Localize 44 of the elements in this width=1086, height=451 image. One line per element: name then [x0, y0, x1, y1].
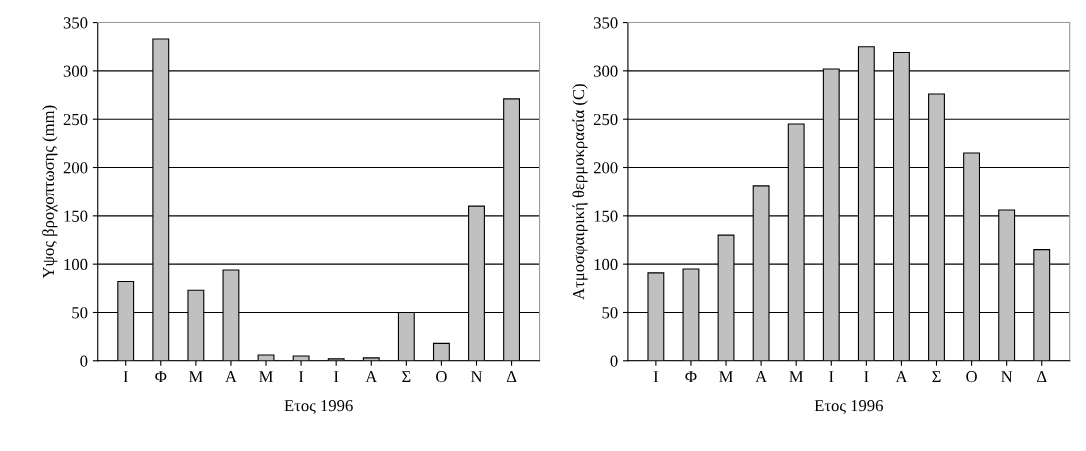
y-tick-label: 300 [63, 65, 88, 77]
y-tick-label: 0 [610, 355, 618, 367]
y-tick-label: 100 [64, 258, 88, 271]
x-tick-label: Μ [188, 371, 203, 383]
x-tick-label: Ι [334, 371, 339, 383]
x-tick-label: Φ [685, 371, 697, 383]
y-tick-label: 250 [593, 113, 618, 126]
x-tick-label: Α [895, 371, 908, 383]
x-tick-label: Α [225, 371, 237, 383]
x-tick-label: Δ [1037, 371, 1047, 383]
y-tick-label: 350 [593, 17, 618, 29]
y-tick-label: 200 [63, 162, 88, 174]
y-tick-label: 150 [64, 210, 88, 222]
x-tick-label: Σ [402, 371, 411, 383]
y-tick-label: 150 [594, 210, 618, 222]
x-tick-label: Μ [719, 371, 733, 383]
x-tick-label: Μ [789, 371, 804, 383]
x-tick-label: Ν [470, 371, 483, 383]
x-tick-label: Φ [155, 371, 167, 383]
x-tick-label: Ι [298, 371, 304, 383]
x-tick-label: Ι [653, 371, 659, 383]
x-tick-label: Σ [932, 371, 941, 383]
y-tick-label: 350 [63, 17, 88, 29]
x-tick-label: Ι [123, 371, 128, 383]
x-tick-label: Ο [966, 371, 977, 383]
y-axis-title: Ατμοσφαιρική θερμοκρασία (C) [572, 84, 588, 300]
y-axis-title: Υψος βροχοπτωσης (mm) [42, 105, 58, 279]
y-tick-label: 50 [72, 307, 88, 319]
x-tick-label: Ν [1001, 371, 1013, 383]
y-tick-label: 0 [80, 355, 88, 367]
x-tick-label: Ι [829, 371, 834, 383]
x-tick-label: Ο [436, 371, 447, 383]
x-tick-label: Α [755, 371, 768, 383]
y-tick-label: 300 [593, 65, 618, 77]
x-axis-title: Ετος 1996 [284, 400, 353, 415]
y-tick-label: 100 [594, 258, 618, 271]
x-tick-label: Ι [864, 371, 869, 383]
x-tick-label: Μ [259, 371, 273, 383]
y-tick-label: 200 [593, 162, 618, 174]
x-axis-title: Ετος 1996 [814, 400, 883, 415]
x-tick-label: Δ [506, 371, 517, 383]
x-tick-label: Α [365, 371, 378, 383]
y-tick-label: 250 [63, 113, 88, 126]
y-tick-label: 50 [602, 307, 618, 319]
